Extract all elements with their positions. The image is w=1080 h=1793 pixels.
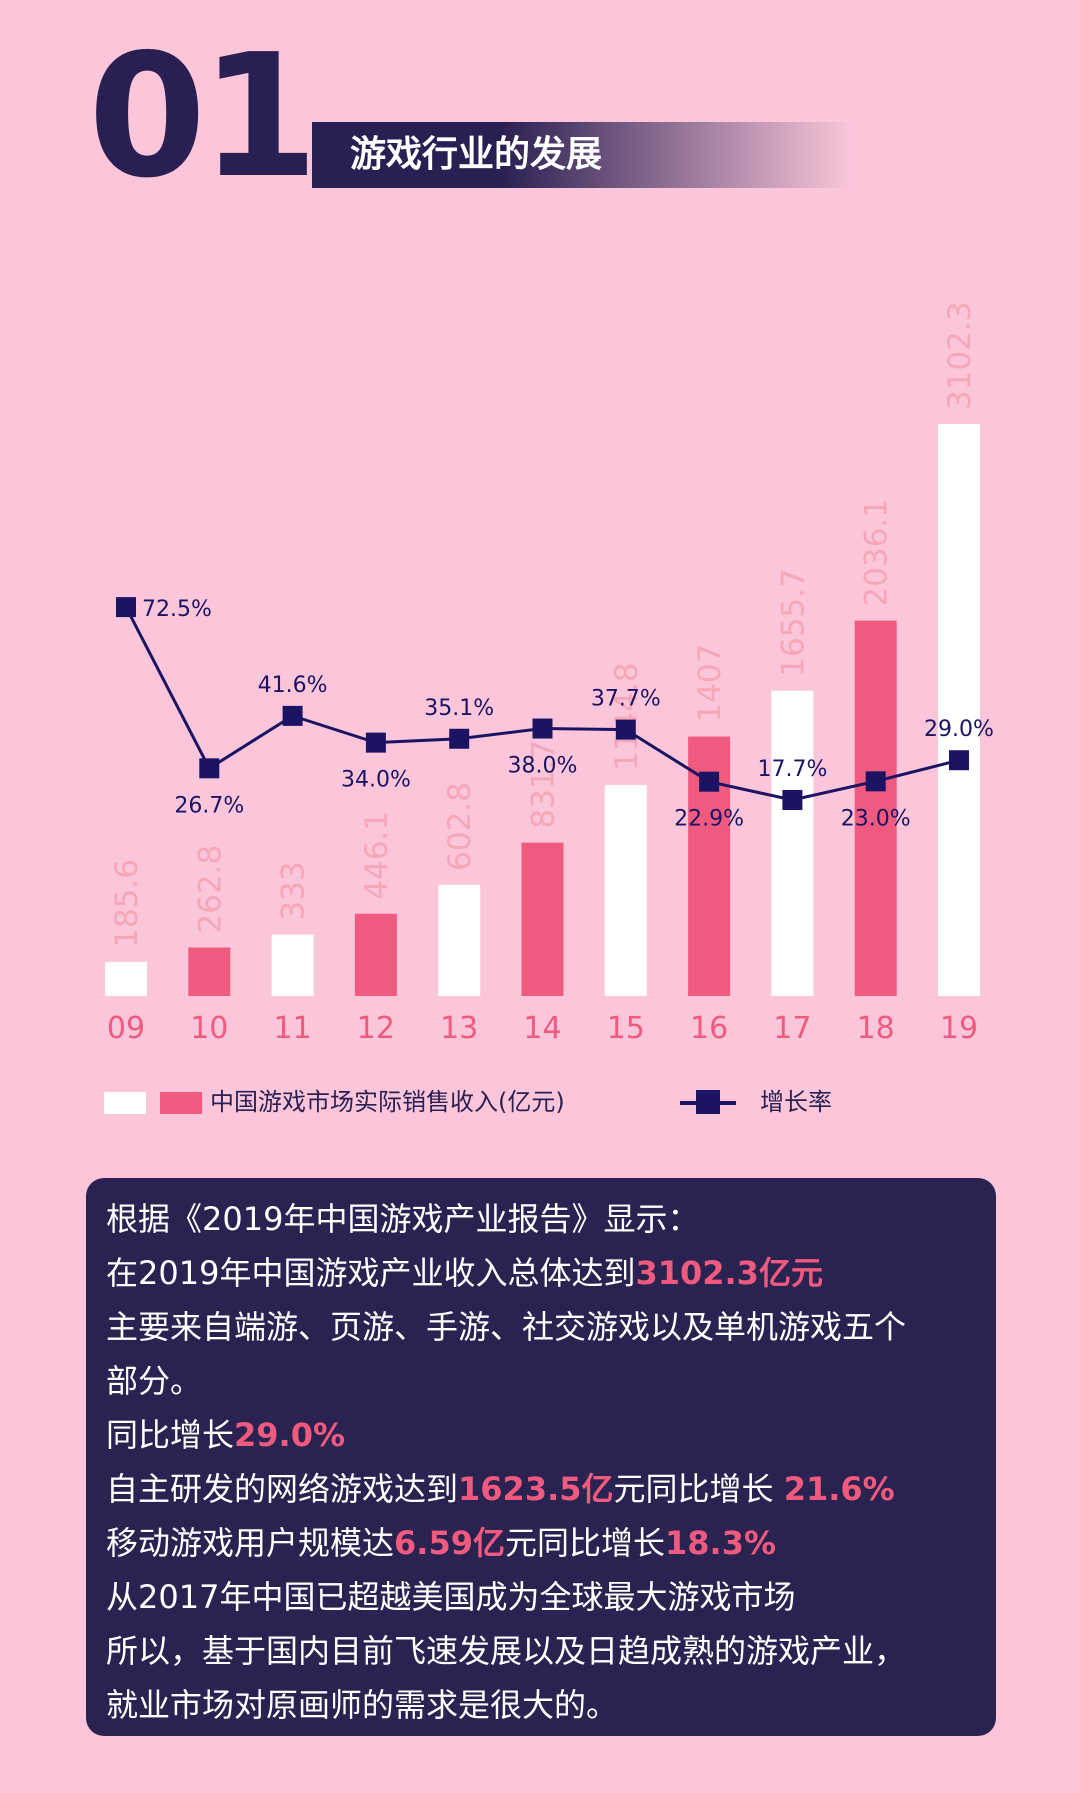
info-box: 根据《2019年中国游戏产业报告》显示： 在2019年中国游戏产业收入总体达到31… [86, 1178, 996, 1736]
growth-marker-09 [116, 597, 136, 618]
growth-marker-10 [199, 758, 220, 779]
bar-10 [188, 947, 231, 996]
growth-label-15: 37.7% [591, 687, 661, 712]
growth-label-18: 23.0% [841, 806, 911, 831]
category-labels: 09 10 11 12 13 14 15 16 17 18 19 [107, 1011, 978, 1046]
info-highlight: 1623.5亿 [458, 1470, 614, 1508]
category-label-17: 17 [773, 1011, 811, 1046]
bar-12 [354, 913, 397, 996]
bar-09 [105, 961, 147, 996]
growth-label-12: 34.0% [341, 768, 411, 793]
growth-label-09: 72.5% [142, 597, 212, 622]
category-label-18: 18 [857, 1011, 895, 1046]
growth-label-10: 26.7% [174, 793, 244, 818]
legend-bar-label: 中国游戏市场实际销售收入(亿元) [210, 1088, 565, 1116]
category-label-14: 14 [523, 1011, 561, 1046]
category-label-19: 19 [940, 1011, 978, 1046]
info-line: 就业市场对原画师的需求是很大的。 [106, 1678, 976, 1732]
category-label-11: 11 [274, 1011, 312, 1046]
info-line: 根据《2019年中国游戏产业报告》显示： [106, 1192, 976, 1246]
info-text: 就业市场对原画师的需求是很大的。 [106, 1686, 619, 1724]
bar-value-labels: 185.6 262.8 333 446.1 602.8 831.7 1144.8 1407 16… [109, 302, 978, 948]
growth-marker-13 [449, 728, 470, 749]
category-label-16: 16 [690, 1011, 728, 1046]
info-text: 元同比增长 [504, 1524, 665, 1562]
growth-marker-17 [782, 790, 803, 810]
info-highlight: 18.3% [665, 1524, 777, 1562]
bar-14 [521, 842, 564, 996]
bar-19 [938, 424, 980, 996]
info-text: 自主研发的网络游戏达到 [106, 1470, 459, 1508]
bar-value-label-19: 3102.3 [942, 302, 978, 410]
info-line: 部分。 [106, 1354, 976, 1408]
info-highlight: 21.6% [783, 1470, 895, 1508]
info-text: 元同比增长 [613, 1470, 784, 1508]
legend-line-marker [696, 1090, 720, 1114]
legend-line-label: 增长率 [760, 1088, 832, 1116]
info-highlight: 29.0% [234, 1416, 346, 1454]
revenue-growth-chart: 185.6 262.8 333 446.1 602.8 831.7 1144.8 1407 16… [105, 302, 994, 1046]
bars-layer [105, 424, 980, 996]
info-line: 所以，基于国内目前飞速发展以及日趋成熟的游戏产业， [106, 1624, 976, 1678]
info-highlight: 6.59亿 [394, 1524, 505, 1562]
info-text: 移动游戏用户规模达 [106, 1524, 395, 1562]
growth-marker-11 [282, 705, 303, 726]
bar-value-label-13: 602.8 [442, 782, 478, 871]
bar-17 [771, 690, 814, 996]
info-line: 从2017年中国已超越美国成为全球最大游戏市场 [106, 1570, 976, 1624]
info-line: 自主研发的网络游戏达到1623.5亿元同比增长 21.6% [106, 1462, 976, 1516]
info-text: 主要来自端游、页游、手游、社交游戏以及单机游戏五个 [106, 1308, 907, 1346]
growth-labels: 72.5% 26.7% 41.6% 34.0% 35.1% 38.0% 37.7% 22.9%… [142, 597, 994, 832]
growth-markers [116, 597, 969, 810]
bar-value-label-16: 1407 [692, 644, 728, 723]
category-label-10: 10 [190, 1011, 228, 1046]
info-line: 同比增长29.0% [106, 1408, 976, 1462]
bar-11 [271, 934, 314, 996]
info-line: 主要来自端游、页游、手游、社交游戏以及单机游戏五个 [106, 1300, 976, 1354]
info-text: 根据《2019年中国游戏产业报告》显示： [106, 1200, 700, 1238]
category-label-09: 09 [107, 1011, 145, 1046]
chart-legend: 中国游戏市场实际销售收入(亿元) 增长率 [104, 1080, 1004, 1120]
bar-value-label-15: 1144.8 [609, 662, 645, 770]
info-text: 所以，基于国内目前飞速发展以及日趋成熟的游戏产业， [106, 1632, 907, 1670]
info-line: 在2019年中国游戏产业收入总体达到3102.3亿元 [106, 1246, 976, 1300]
growth-label-14: 38.0% [508, 754, 578, 779]
section-number: 01 [88, 18, 319, 216]
growth-label-17: 17.7% [757, 757, 827, 782]
category-label-12: 12 [357, 1011, 395, 1046]
bar-value-label-11: 333 [276, 861, 312, 920]
info-text: 从2017年中国已超越美国成为全球最大游戏市场 [106, 1578, 796, 1616]
legend-swatch-white [104, 1092, 146, 1114]
bar-value-label-14: 831.7 [526, 740, 562, 829]
info-lines: 根据《2019年中国游戏产业报告》显示： 在2019年中国游戏产业收入总体达到31… [106, 1192, 976, 1732]
bar-value-label-18: 2036.1 [859, 498, 895, 606]
legend-swatch-pink [160, 1092, 202, 1114]
bar-value-label-10: 262.8 [192, 845, 228, 934]
info-text: 同比增长 [106, 1416, 235, 1454]
bar-value-label-12: 446.1 [359, 811, 395, 900]
growth-marker-14 [532, 718, 553, 739]
growth-marker-16 [699, 771, 720, 792]
info-text: 部分。 [106, 1362, 203, 1400]
info-highlight: 3102.3亿元 [635, 1254, 823, 1292]
growth-label-16: 22.9% [674, 807, 744, 832]
growth-label-11: 41.6% [258, 673, 328, 698]
growth-label-19: 29.0% [924, 717, 994, 742]
bar-18 [854, 620, 897, 996]
category-label-15: 15 [607, 1011, 645, 1046]
section-title-bar [312, 122, 852, 188]
growth-label-13: 35.1% [424, 696, 494, 721]
bar-13 [438, 884, 481, 996]
growth-marker-19 [949, 750, 969, 771]
bar-value-label-17: 1655.7 [775, 568, 811, 676]
bar-value-label-09: 185.6 [109, 859, 145, 948]
growth-marker-18 [865, 771, 886, 792]
info-text: 在2019年中国游戏产业收入总体达到 [106, 1254, 636, 1292]
category-label-13: 13 [440, 1011, 478, 1046]
growth-marker-15 [615, 719, 636, 740]
section-title: 游戏行业的发展 [350, 134, 603, 175]
info-line: 移动游戏用户规模达6.59亿元同比增长18.3% [106, 1516, 976, 1570]
bar-15 [604, 784, 647, 996]
growth-marker-12 [365, 732, 386, 753]
